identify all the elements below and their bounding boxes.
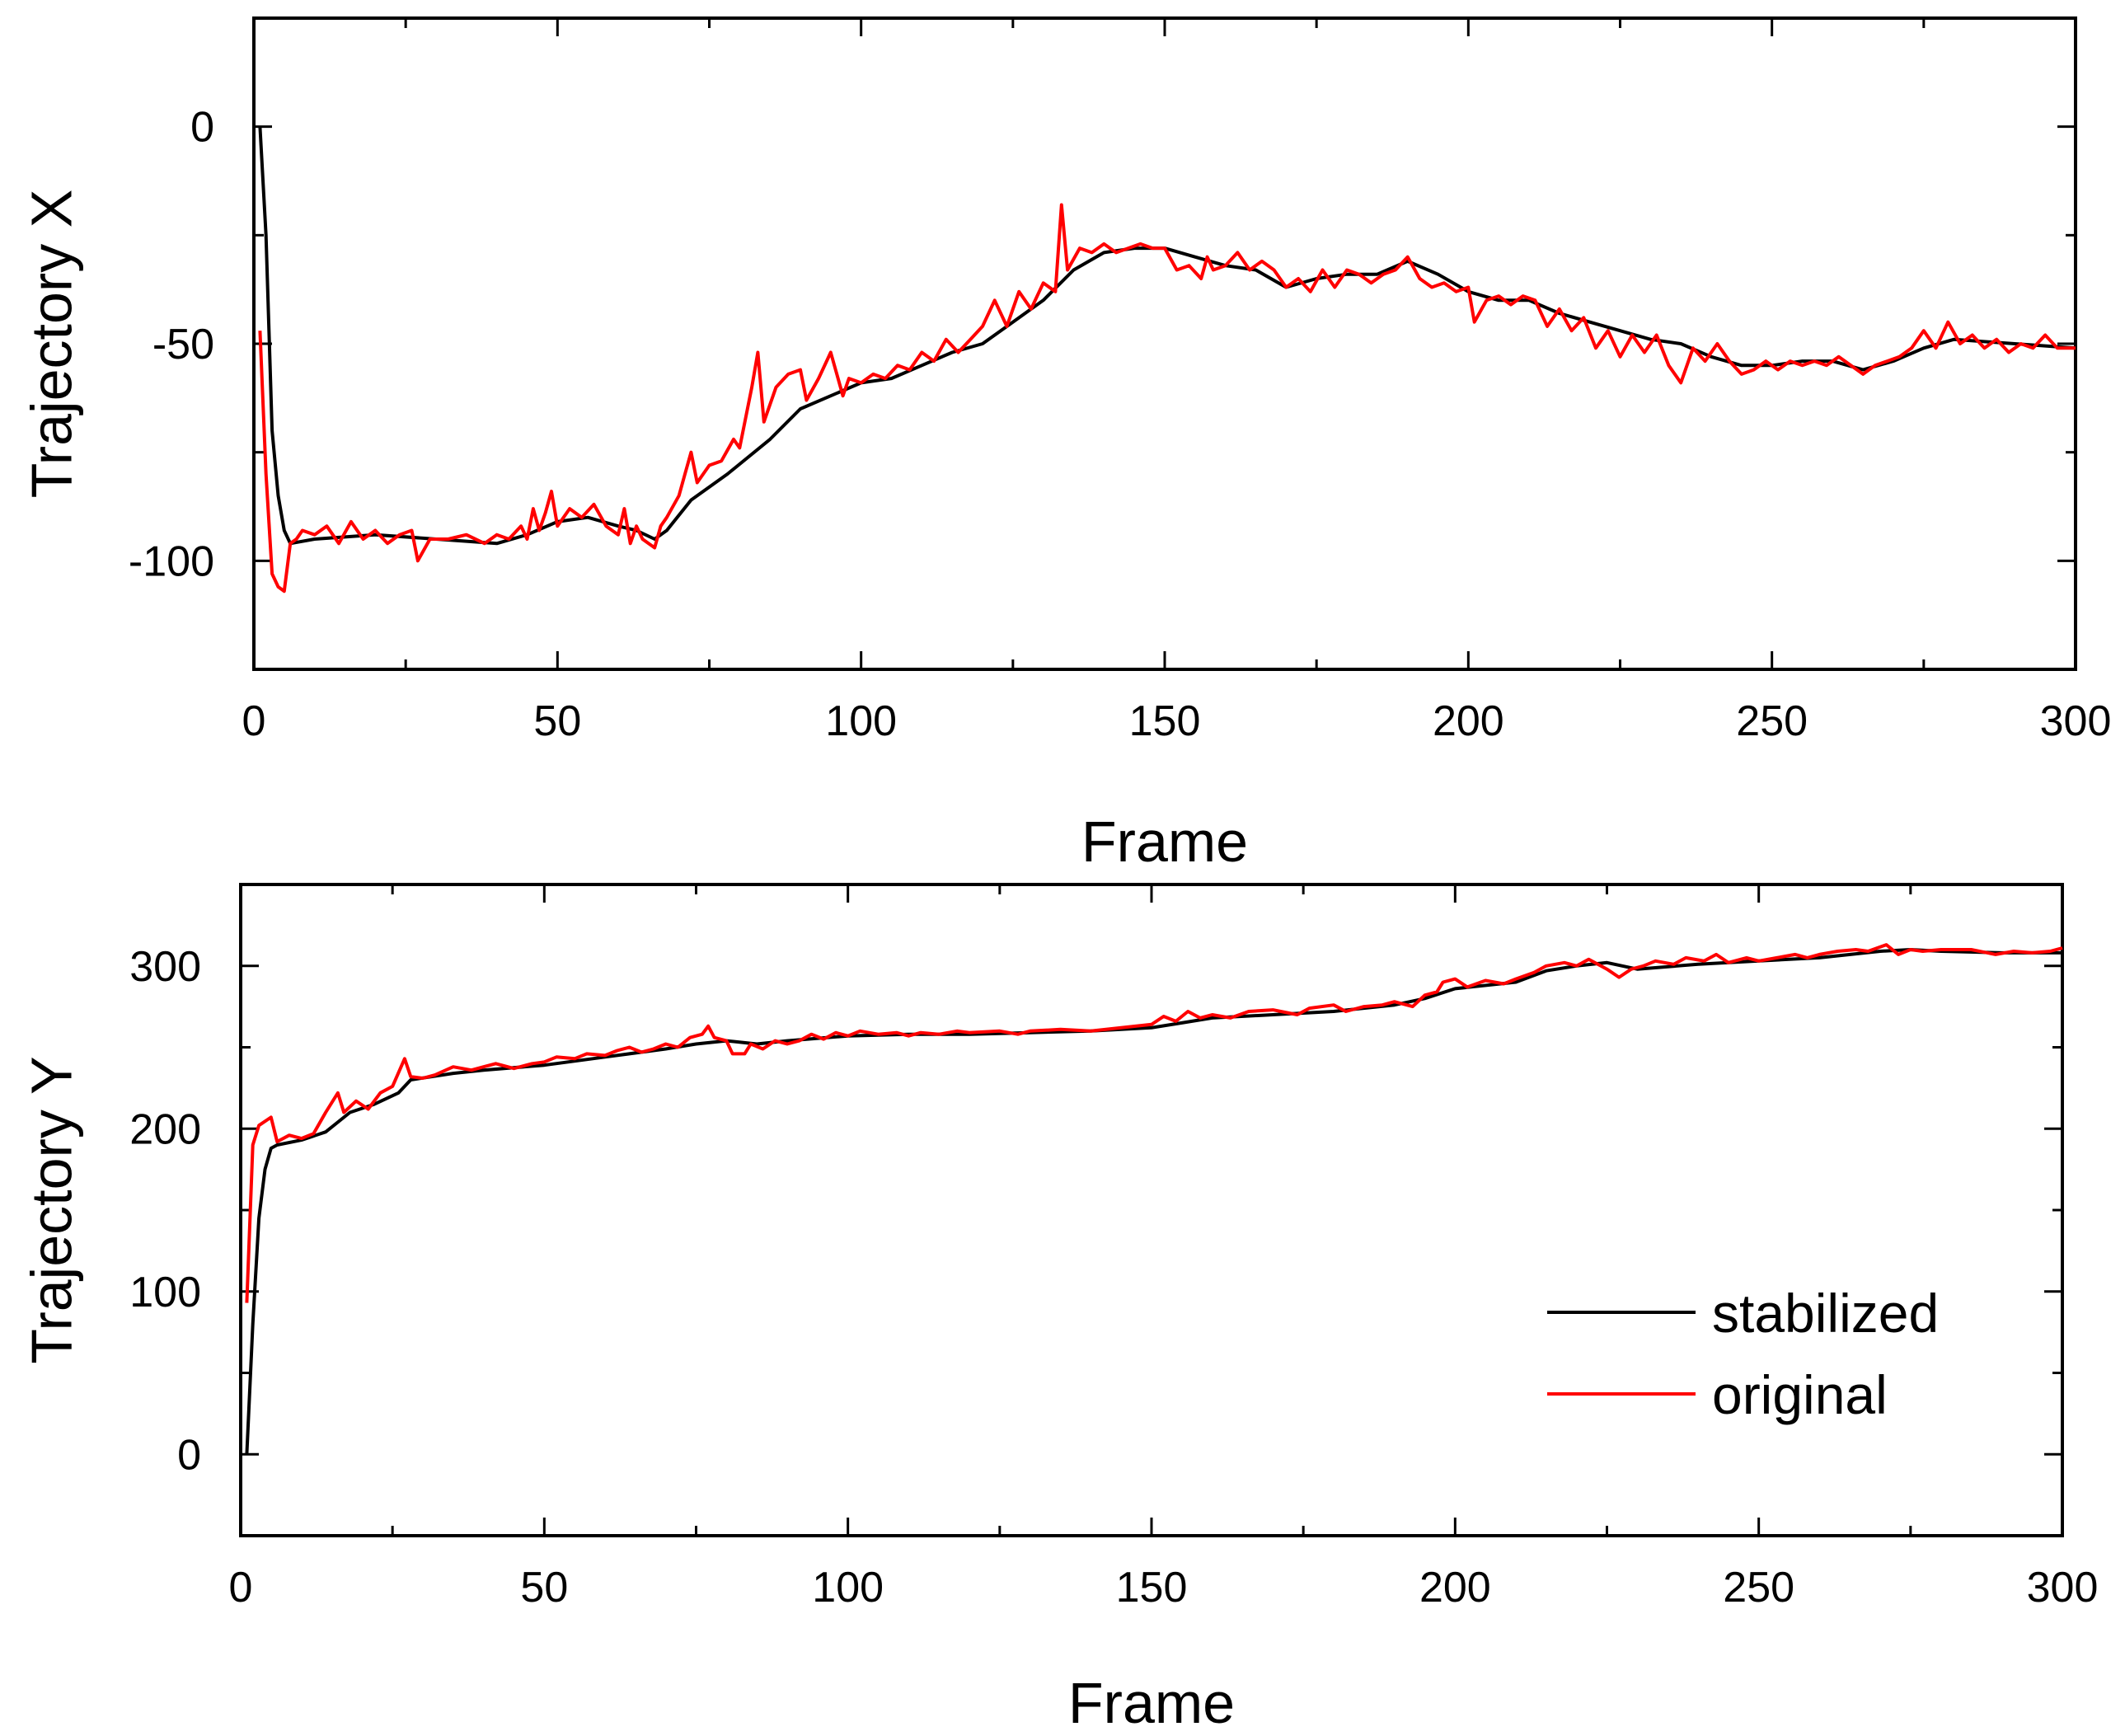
series-layer: [245, 943, 2063, 1455]
x-axis-title: Frame: [1081, 809, 1248, 874]
series-stabilized-line: [258, 126, 2076, 546]
y-axis-title: Trajectory X: [20, 190, 84, 499]
legend: stabilized original: [1547, 1283, 1939, 1425]
y-tick-label: 300: [129, 943, 201, 991]
y-tick-label: -100: [129, 537, 214, 585]
series-original-line: [258, 203, 2076, 594]
y-axis-title: Trajectory Y: [20, 1056, 84, 1363]
x-tick-label: 200: [1433, 697, 1504, 745]
y-tick-label: 0: [177, 1431, 201, 1479]
x-tick-label: 200: [1419, 1564, 1491, 1612]
x-tick-label: 0: [242, 697, 266, 745]
y-tick-label: 200: [129, 1105, 201, 1153]
x-tick-label: 250: [1723, 1564, 1794, 1612]
y-tick-label: -50: [152, 321, 214, 368]
x-tick-label: 100: [825, 697, 897, 745]
x-tick-label: 150: [1116, 1564, 1188, 1612]
tick-labels: 0 50 100 150 200 250 300 0 -50 -100: [129, 104, 2111, 745]
series-layer: [258, 126, 2076, 594]
trajectory-x-chart: 0 50 100 150 200 250 300 0 -50 -100 Frame Traject…: [20, 16, 2111, 874]
series-original-line: [245, 943, 2063, 1303]
x-tick-label: 100: [812, 1564, 884, 1612]
tick-marks: [252, 16, 2077, 671]
legend-label-original: original: [1712, 1364, 1888, 1425]
x-tick-label: 300: [2027, 1564, 2099, 1612]
x-tick-label: 50: [533, 697, 581, 745]
plot-frame: [239, 883, 2064, 1537]
x-tick-label: 300: [2040, 697, 2112, 745]
y-tick-label: 100: [129, 1269, 201, 1316]
x-tick-label: 150: [1129, 697, 1201, 745]
x-tick-label: 250: [1736, 697, 1808, 745]
legend-label-stabilized: stabilized: [1712, 1283, 1939, 1344]
y-tick-label: 0: [190, 104, 214, 152]
plot-frame: [252, 16, 2077, 671]
x-tick-label: 50: [520, 1564, 568, 1612]
x-tick-label: 0: [229, 1564, 253, 1612]
tick-labels: 0 50 100 150 200 250 300 0 100 200 300: [129, 943, 2098, 1612]
tick-marks: [239, 883, 2064, 1537]
x-axis-title: Frame: [1068, 1671, 1235, 1735]
series-stabilized-line: [245, 948, 2062, 1455]
trajectory-y-chart: 0 50 100 150 200 250 300 0 100 200 300 Frame Traje…: [20, 883, 2098, 1735]
